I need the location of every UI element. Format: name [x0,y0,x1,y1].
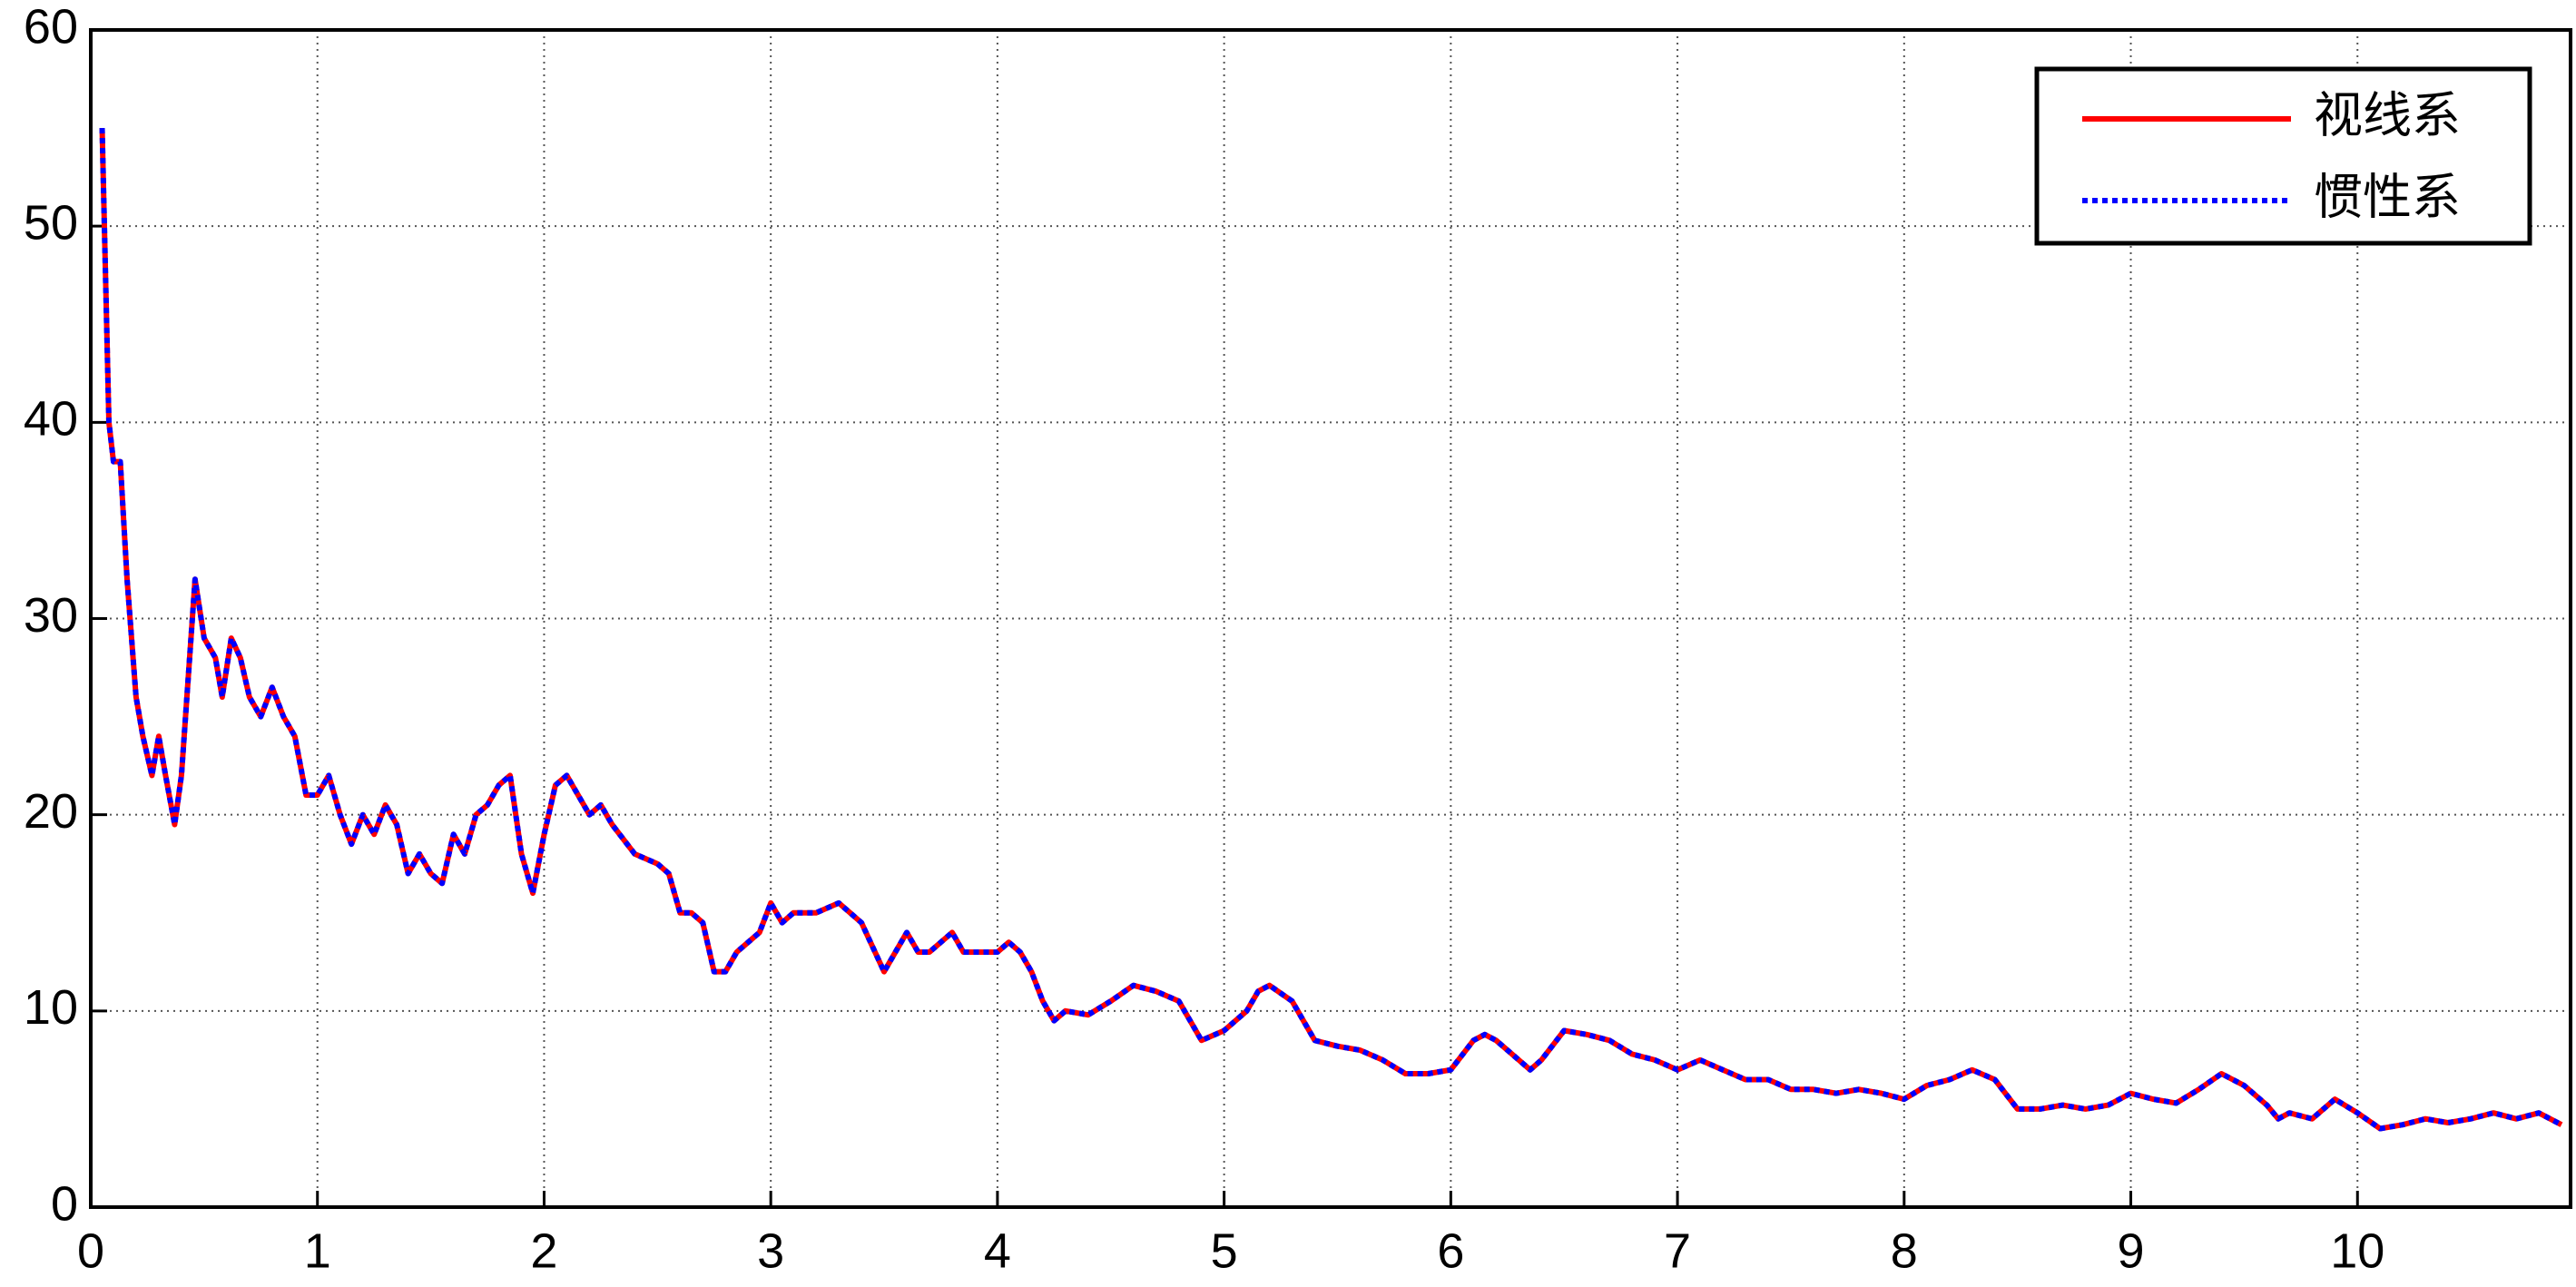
y-tick-label: 40 [24,392,78,447]
x-tick-label: 5 [1211,1223,1238,1278]
y-tick-label: 10 [24,980,78,1035]
x-tick-label: 7 [1664,1223,1691,1278]
x-tick-label: 2 [530,1223,557,1278]
data-line [99,128,2563,1132]
legend-label: 视线系 [2314,88,2461,142]
plot-frame [89,28,2572,1209]
x-tick-label: 10 [2330,1223,2384,1278]
x-tick-label: 3 [757,1223,784,1278]
x-tick-label: 6 [1437,1223,1464,1278]
y-tick-label: 0 [51,1176,78,1231]
x-tick-label: 9 [2118,1223,2145,1278]
y-tick-label: 60 [24,0,78,54]
y-tick-label: 50 [24,195,78,250]
x-tick-label: 8 [1891,1223,1918,1278]
legend-box [2034,66,2532,246]
legend-label: 惯性系 [2314,170,2461,224]
y-tick-label: 20 [24,784,78,839]
x-tick-label: 0 [77,1223,104,1278]
x-tick-label: 1 [304,1223,331,1278]
data-line [99,128,2563,1132]
x-tick-label: 4 [984,1223,1011,1278]
y-tick-label: 30 [24,588,78,643]
